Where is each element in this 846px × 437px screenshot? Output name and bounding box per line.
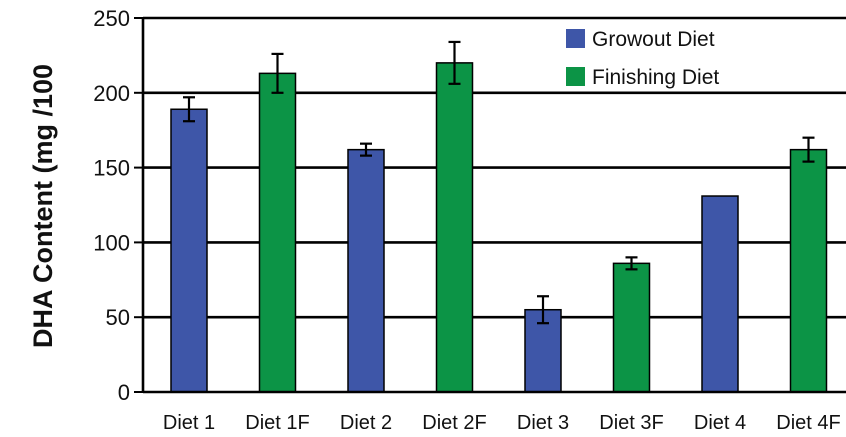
- bar: [789, 148, 828, 393]
- x-tick-label: Diet 3: [517, 412, 569, 434]
- x-tick-label: Diet 4: [694, 412, 746, 434]
- legend-label: Growout Diet: [592, 28, 715, 51]
- legend-swatch: [566, 29, 585, 48]
- bar: [435, 62, 474, 393]
- y-tick-label: 150: [93, 156, 130, 181]
- bars: [170, 62, 828, 393]
- bar: [258, 72, 297, 393]
- axes: [141, 18, 846, 394]
- legend-label: Finishing Diet: [592, 66, 719, 89]
- bar: [701, 195, 739, 393]
- y-tick-label: 50: [106, 305, 130, 330]
- legend: Growout Diet Finishing Diet: [566, 28, 719, 89]
- x-tick-labels: Diet 1 Diet 1F Diet 2 Diet 2F Diet 3 Diet 3F D…: [163, 412, 841, 434]
- error-bars: [183, 40, 815, 325]
- y-axis-label: DHA Content (mg /100: [28, 64, 58, 348]
- y-tick-label: 250: [93, 6, 130, 31]
- x-tick-label: Diet 2F: [422, 412, 486, 434]
- bar: [347, 148, 385, 393]
- x-tick-label: Diet 2: [340, 412, 392, 434]
- bar: [612, 262, 651, 393]
- y-tick-label: 0: [118, 380, 130, 405]
- x-tick-label: Diet 4F: [776, 412, 840, 434]
- x-tick-label: Diet 1: [163, 412, 215, 434]
- y-tick-label: 100: [93, 230, 130, 255]
- y-tick-label: 200: [93, 81, 130, 106]
- x-tick-label: Diet 1F: [245, 412, 309, 434]
- y-tick-labels: 0 50 100 150 200 250: [93, 6, 143, 405]
- grid-lines: [143, 16, 846, 319]
- x-tick-label: Diet 3F: [599, 412, 663, 434]
- legend-swatch: [566, 67, 585, 86]
- bar: [170, 108, 208, 393]
